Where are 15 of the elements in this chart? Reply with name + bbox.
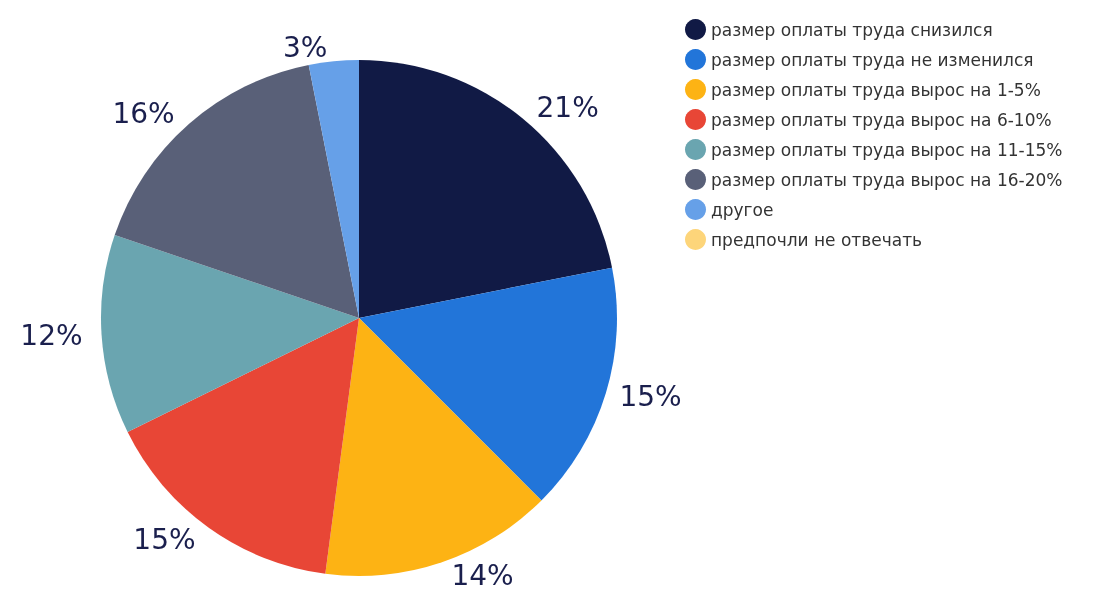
legend-label: предпочли не отвечать xyxy=(711,229,923,250)
legend-label: размер оплаты труда снизился xyxy=(711,19,993,40)
legend-label: размер оплаты труда вырос на 11-15% xyxy=(711,139,1063,160)
data-label: 15% xyxy=(133,522,196,556)
legend-label: размер оплаты труда не изменился xyxy=(711,49,1034,70)
data-label: 12% xyxy=(20,319,83,353)
legend-label: размер оплаты труда вырос на 6-10% xyxy=(711,109,1052,130)
data-label: 3% xyxy=(282,30,328,64)
data-label: 15% xyxy=(619,380,682,414)
data-label: 14% xyxy=(451,559,514,593)
data-label: 21% xyxy=(536,91,599,125)
legend-label: другое xyxy=(711,199,774,220)
legend-label: размер оплаты труда вырос на 1-5% xyxy=(711,79,1041,100)
legend-label: размер оплаты труда вырос на 16-20% xyxy=(711,169,1063,190)
data-label: 16% xyxy=(112,97,175,130)
